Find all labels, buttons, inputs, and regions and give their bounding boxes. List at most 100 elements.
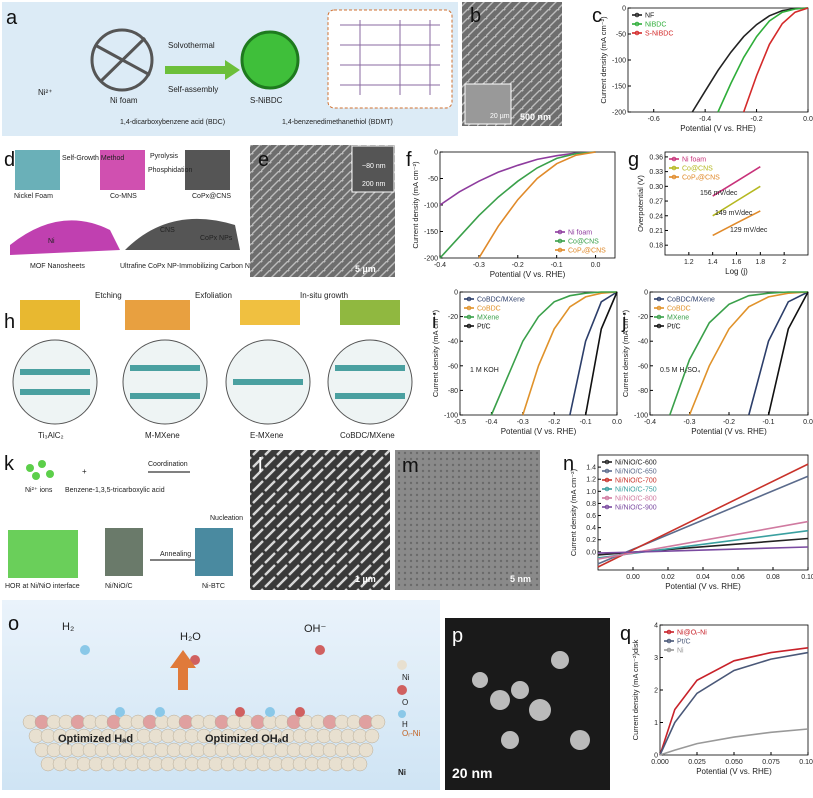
legend-label: Pt/C <box>667 324 681 331</box>
series-line <box>522 291 618 416</box>
y-tick-label: -60 <box>638 363 648 370</box>
x-tick-label: 0.10 <box>801 574 813 581</box>
inset-image <box>351 145 395 193</box>
legend-marker <box>671 174 677 180</box>
legend-label: Co@CNS <box>568 239 599 246</box>
label: In-situ growth <box>300 291 348 300</box>
series-line <box>584 291 618 416</box>
legend-label: CoBDC <box>477 306 501 313</box>
panel-letter: g <box>628 149 639 171</box>
x-tick-label: 0.02 <box>661 574 675 581</box>
ni-slab <box>22 645 386 772</box>
legend-marker <box>656 296 662 302</box>
scale-label: 200 nm <box>362 181 386 188</box>
y-tick-label: 0 <box>622 6 626 13</box>
legend-atom <box>398 710 406 718</box>
legend-marker <box>466 314 472 320</box>
legend-label: Pt/C <box>477 324 491 331</box>
annotation: 0.5 M H₂SO₄ <box>660 367 700 374</box>
annotation: 156 mV/dec <box>700 190 738 197</box>
legend-label: Ni/NiO/C-700 <box>615 478 657 485</box>
legend-marker <box>466 296 472 302</box>
label: Ni foam <box>110 96 138 105</box>
label: O <box>402 698 408 707</box>
legend-marker <box>604 504 610 510</box>
y-tick-label: 0 <box>454 290 458 297</box>
label: + <box>82 467 87 476</box>
legend-text: 1,4-dicarboxybenzene acid (BDC) <box>120 119 225 126</box>
atom <box>364 728 380 744</box>
label: CoPx NPs <box>200 235 233 242</box>
label: Etching <box>95 291 122 300</box>
label: Exfoliation <box>195 291 232 300</box>
x-axis-label: Potential (V vs. RHE) <box>691 427 767 436</box>
legend-label: Ni/NiO/C-650 <box>615 469 657 476</box>
label: H₂O <box>180 631 201 643</box>
y-tick-label: -100 <box>424 203 438 210</box>
legend-label: Ni/NiO/C-900 <box>615 505 657 512</box>
label: Ni/NiO/C <box>105 583 133 590</box>
label: OH⁻ <box>304 623 327 635</box>
y-tick-label: 0.0 <box>586 549 596 556</box>
label: Benzene-1,3,5-tricarboxylic acid <box>65 487 165 494</box>
series-line <box>659 647 809 756</box>
y-tick-label: 0.4 <box>586 525 596 532</box>
scale-label: 20 nm <box>452 765 492 781</box>
series-line <box>712 166 761 197</box>
y-tick-label: -20 <box>638 314 648 321</box>
legend-label: Ni/NiO/C-800 <box>615 496 657 503</box>
y-tick-label: -50 <box>616 32 626 39</box>
y-tick-label: 0.8 <box>586 501 596 508</box>
legend-label: Pt/C <box>677 639 691 646</box>
y-tick-label: 1.0 <box>586 489 596 496</box>
y-tick-label: -60 <box>448 363 458 370</box>
series-line <box>439 151 596 206</box>
y-tick-label: 0.24 <box>649 213 663 220</box>
label: Coordination <box>148 461 188 468</box>
x-tick-label: -0.2 <box>751 116 763 123</box>
haadf-image <box>445 618 610 790</box>
mns-icon <box>100 150 145 190</box>
legend-marker <box>557 229 563 235</box>
y-axis-label: Current density (mA cm⁻²) <box>569 468 578 556</box>
series-line <box>569 291 618 416</box>
y-tick-label: 3 <box>654 655 658 662</box>
y-axis-label: Overpotential (V) <box>636 175 645 232</box>
x-tick-label: 0.06 <box>731 574 745 581</box>
adsorbate <box>155 707 165 717</box>
y-tick-label: 0.33 <box>649 169 663 176</box>
y-tick-label: 0 <box>644 290 648 297</box>
label: Optimized OHₐd <box>205 733 289 745</box>
label: Solvothermal <box>168 41 215 50</box>
y-tick-label: 1 <box>654 720 658 727</box>
label: MOF Nanosheets <box>30 263 85 270</box>
label: Ni²⁺ <box>38 88 52 97</box>
legend-marker <box>604 459 610 465</box>
y-tick-label: -20 <box>448 314 458 321</box>
x-tick-label: -0.2 <box>512 262 524 269</box>
y-tick-label: -100 <box>612 58 626 65</box>
tem-image <box>395 450 540 590</box>
label: Nucleation <box>210 515 243 522</box>
legend-label: Ni/NiO/C-600 <box>615 460 657 467</box>
y-tick-label: -40 <box>448 339 458 346</box>
x-tick-label: 0.000 <box>651 759 669 766</box>
structure <box>340 20 440 95</box>
panel-letter: h <box>4 311 15 333</box>
legend-marker <box>634 30 640 36</box>
series-line <box>490 291 617 416</box>
legend-label: Ni@Oᵣ-Ni <box>677 630 707 637</box>
legend-marker <box>634 12 640 18</box>
label: E-MXene <box>250 431 284 440</box>
panel-letter: k <box>4 453 15 475</box>
y-axis-label: Current density (mA cm⁻²) <box>431 309 440 397</box>
y-tick-label: 0.21 <box>649 228 663 235</box>
x-tick-label: -0.3 <box>473 262 485 269</box>
adsorbate <box>190 655 200 665</box>
label: Phosphidation <box>148 167 192 174</box>
x-tick-label: -0.4 <box>485 419 497 426</box>
series-line <box>712 185 761 217</box>
x-tick-label: -0.5 <box>454 419 466 426</box>
